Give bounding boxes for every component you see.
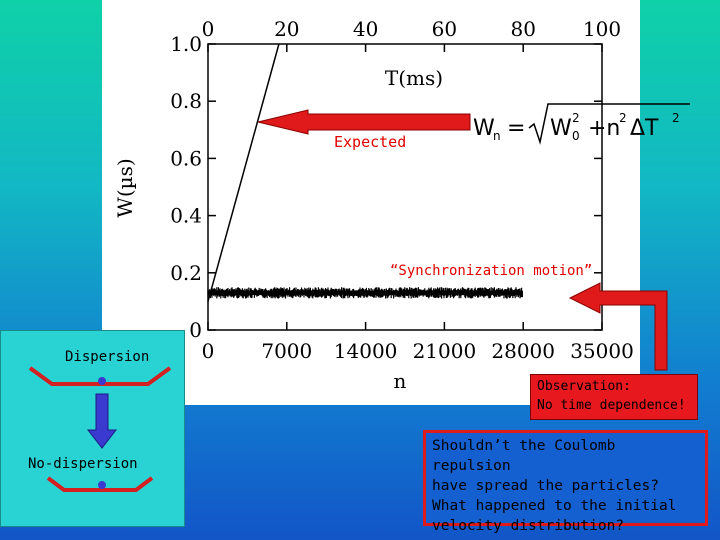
y-tick-label: 0.2 — [170, 261, 202, 285]
formula: W n = W 2 0 +n 2 ΔT 2 — [473, 103, 690, 145]
svg-text:2: 2 — [672, 111, 680, 125]
x-bottom-axis-label: n — [394, 369, 407, 393]
chart-panel — [102, 0, 640, 405]
plot-frame — [207, 43, 603, 331]
observation-box: Observation: No time dependence! — [530, 374, 698, 420]
y-tick-label: 0.4 — [170, 204, 202, 228]
question-box: Shouldn’t the Coulomb repulsion have spr… — [423, 430, 708, 534]
x-bottom-tick-label: 14000 — [334, 339, 398, 363]
x-top-tick-label: 0 — [202, 17, 215, 41]
question-line-1: Shouldn’t the Coulomb repulsion — [432, 438, 616, 474]
question-line-4: velocity distribution? — [432, 518, 625, 534]
expected-line-group — [207, 43, 280, 302]
sync-label: “Synchronization motion” — [390, 263, 593, 279]
question-line-2: have spread the particles? — [432, 478, 659, 494]
tick-labels: 1.00.80.60.40.200 7000 14000 21000 28000 3500… — [170, 17, 634, 363]
x-top-tick-label: 40 — [353, 17, 378, 41]
dispersion-label: Dispersion — [65, 349, 150, 365]
svg-text:W: W — [550, 116, 572, 141]
no-dispersion-label: No-dispersion — [28, 456, 138, 472]
x-top-tick-label: 80 — [510, 17, 535, 41]
svg-text:2: 2 — [572, 111, 580, 125]
measured-data-group — [207, 287, 523, 299]
y-tick-label: 0.6 — [170, 146, 202, 170]
observation-line-1: Observation: — [537, 379, 631, 394]
svg-text:ΔT: ΔT — [630, 116, 659, 141]
expected-arrow — [257, 109, 471, 135]
svg-text:n: n — [493, 129, 501, 143]
ticks-group — [207, 43, 603, 331]
svg-text:0: 0 — [572, 129, 580, 143]
question-line-3: What happened to the initial — [432, 498, 677, 514]
x-bottom-tick-label: 28000 — [491, 339, 555, 363]
y-tick-label: 1.0 — [170, 32, 202, 56]
y-tick-label: 0 — [189, 318, 202, 342]
svg-text:2: 2 — [619, 111, 627, 125]
expected-label: Expected — [334, 133, 407, 151]
svg-text:+n: +n — [588, 116, 620, 141]
y-axis-label: W(µs) — [113, 158, 137, 217]
expected-series-line — [207, 43, 280, 302]
x-bottom-tick-label: 21000 — [413, 339, 477, 363]
sync-arrow — [568, 282, 668, 371]
measured-series-band — [207, 287, 523, 299]
x-top-axis-label: T(ms) — [385, 66, 443, 90]
x-top-tick-label: 100 — [583, 17, 621, 41]
x-top-tick-label: 20 — [274, 17, 299, 41]
svg-text:=: = — [507, 116, 525, 141]
x-bottom-tick-label: 7000 — [261, 339, 312, 363]
x-bottom-tick-label: 0 — [202, 339, 215, 363]
svg-text:W: W — [473, 116, 495, 141]
x-bottom-tick-label: 35000 — [570, 339, 634, 363]
y-tick-label: 0.8 — [170, 89, 202, 113]
x-top-tick-label: 60 — [432, 17, 457, 41]
observation-line-2: No time dependence! — [537, 398, 686, 413]
